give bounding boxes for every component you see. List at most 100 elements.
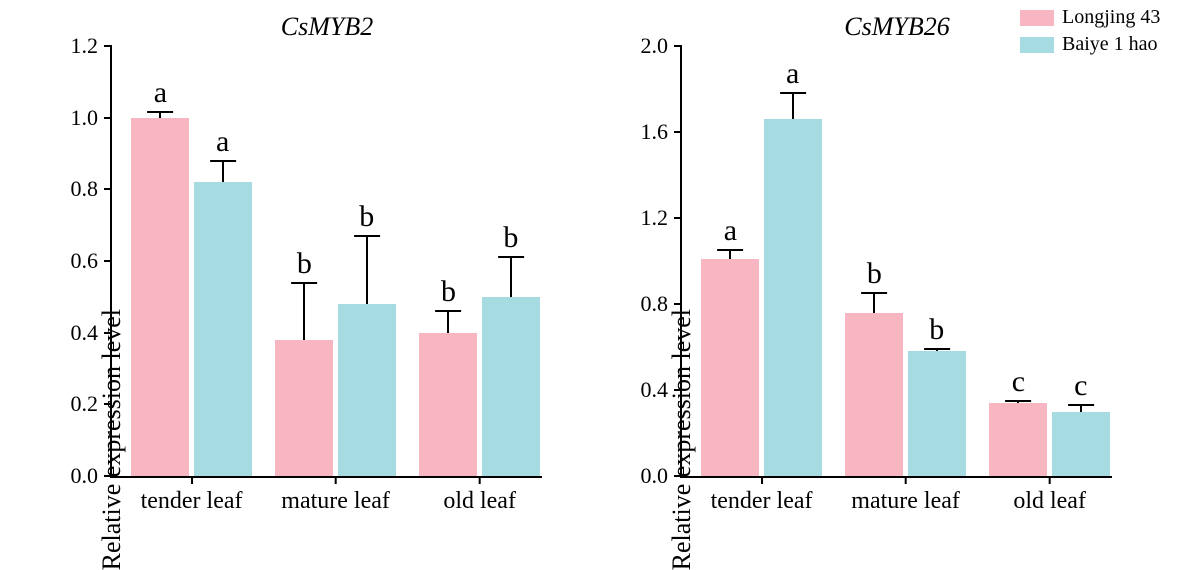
significance-label: b — [867, 257, 882, 291]
error-cap — [210, 160, 236, 162]
x-tick: old leaf — [1013, 476, 1086, 515]
y-tick-mark — [104, 188, 112, 190]
error-bar — [447, 311, 449, 333]
x-tick-mark — [335, 476, 337, 484]
legend-item: Longjing 43 — [1020, 6, 1160, 29]
bar — [908, 351, 966, 476]
y-tick-mark — [104, 332, 112, 334]
bar — [131, 118, 189, 476]
error-bar — [792, 93, 794, 119]
y-tick: 0.0 — [641, 463, 683, 489]
y-tick-mark — [104, 260, 112, 262]
y-tick: 0.4 — [641, 377, 683, 403]
error-cap — [717, 249, 743, 251]
y-tick: 1.2 — [641, 205, 683, 231]
y-tick: 0.8 — [641, 291, 683, 317]
x-tick-label: tender leaf — [711, 488, 813, 515]
significance-label: c — [1012, 365, 1025, 399]
x-tick-mark — [479, 476, 481, 484]
significance-label: a — [724, 214, 737, 248]
y-tick-label: 0.6 — [71, 248, 99, 274]
y-tick-label: 0.4 — [71, 320, 99, 346]
y-tick-label: 1.2 — [71, 33, 99, 59]
x-tick: mature leaf — [851, 476, 960, 515]
y-tick-label: 1.2 — [641, 205, 669, 231]
legend-swatch — [1020, 10, 1054, 26]
error-cap — [498, 256, 524, 258]
x-tick-label: tender leaf — [141, 488, 243, 515]
error-cap — [354, 235, 380, 237]
plot-area: CsMYB2Relative expression level0.00.20.4… — [110, 46, 542, 478]
legend-label: Longjing 43 — [1062, 6, 1160, 29]
y-tick-mark — [104, 403, 112, 405]
y-tick: 0.2 — [71, 391, 113, 417]
y-tick: 0.0 — [71, 463, 113, 489]
significance-label: c — [1074, 369, 1087, 403]
y-tick-label: 1.6 — [641, 119, 669, 145]
x-tick-mark — [191, 476, 193, 484]
error-bar — [303, 283, 305, 340]
bar — [764, 119, 822, 476]
bar — [989, 403, 1047, 476]
figure: Longjing 43Baiye 1 haoCsMYB2Relative exp… — [0, 0, 1181, 541]
y-tick: 2.0 — [641, 33, 683, 59]
x-tick-label: old leaf — [443, 488, 516, 515]
y-tick: 0.8 — [71, 176, 113, 202]
x-tick: mature leaf — [281, 476, 390, 515]
y-tick-label: 0.8 — [641, 291, 669, 317]
y-tick: 1.2 — [71, 33, 113, 59]
y-tick-label: 0.2 — [71, 391, 99, 417]
significance-label: a — [216, 125, 229, 159]
y-tick-label: 0.8 — [71, 176, 99, 202]
bar — [701, 259, 759, 476]
significance-label: a — [154, 76, 167, 110]
y-tick-mark — [104, 475, 112, 477]
significance-label: b — [441, 275, 456, 309]
bar — [338, 304, 396, 476]
y-tick-mark — [674, 45, 682, 47]
bar — [1052, 412, 1110, 477]
plot-area: CsMYB26Relative expression level0.00.40.… — [680, 46, 1112, 478]
bar — [419, 333, 477, 476]
bar — [482, 297, 540, 476]
error-cap — [436, 310, 462, 312]
y-tick-label: 0.0 — [641, 463, 669, 489]
significance-label: b — [297, 247, 312, 281]
x-tick-label: old leaf — [1013, 488, 1086, 515]
y-tick-mark — [674, 131, 682, 133]
error-bar — [366, 236, 368, 304]
y-tick-label: 1.0 — [71, 105, 99, 131]
y-tick-mark — [674, 303, 682, 305]
error-cap — [147, 111, 173, 113]
y-tick-mark — [674, 389, 682, 391]
significance-label: b — [503, 221, 518, 255]
x-tick-label: mature leaf — [851, 488, 960, 515]
x-tick-label: mature leaf — [281, 488, 390, 515]
y-tick-label: 0.0 — [71, 463, 99, 489]
significance-label: b — [929, 313, 944, 347]
error-cap — [780, 92, 806, 94]
error-bar — [729, 250, 731, 259]
error-bar — [222, 161, 224, 183]
bar — [275, 340, 333, 476]
error-cap — [1006, 400, 1032, 402]
bar — [194, 182, 252, 476]
panel-title: CsMYB26 — [844, 12, 949, 42]
y-tick: 0.4 — [71, 320, 113, 346]
panel-title: CsMYB2 — [281, 12, 373, 42]
y-tick-mark — [674, 217, 682, 219]
y-tick: 1.0 — [71, 105, 113, 131]
x-tick-mark — [761, 476, 763, 484]
y-tick-mark — [104, 117, 112, 119]
error-cap — [924, 348, 950, 350]
x-tick: tender leaf — [711, 476, 813, 515]
error-cap — [292, 282, 318, 284]
y-tick-label: 2.0 — [641, 33, 669, 59]
y-tick-mark — [104, 45, 112, 47]
y-tick: 0.6 — [71, 248, 113, 274]
error-cap — [1068, 404, 1094, 406]
x-tick-mark — [1049, 476, 1051, 484]
y-tick-label: 0.4 — [641, 377, 669, 403]
significance-label: a — [786, 57, 799, 91]
x-tick: old leaf — [443, 476, 516, 515]
